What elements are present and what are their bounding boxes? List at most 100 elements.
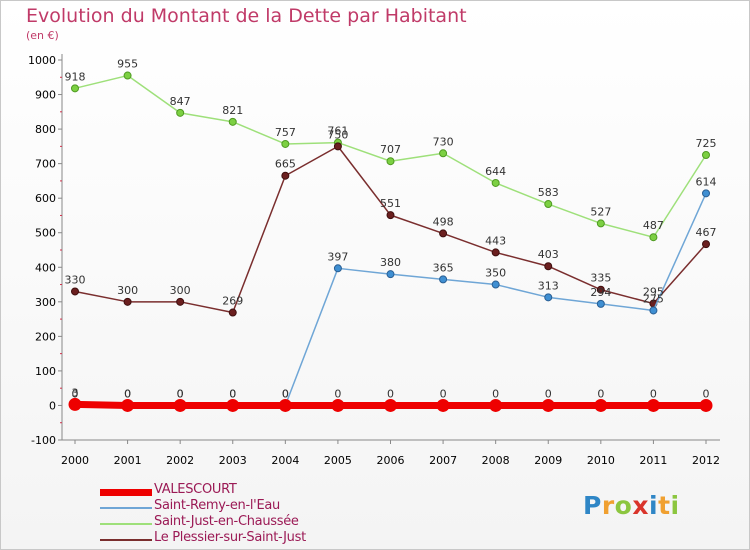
data-point	[68, 397, 82, 411]
data-label: 0	[124, 387, 131, 400]
logo-letter: o	[614, 491, 633, 520]
data-label: 918	[65, 70, 86, 83]
data-label: 269	[222, 295, 243, 308]
data-label: 527	[590, 205, 611, 218]
legend-label: VALESCOURT	[154, 482, 237, 497]
data-label: 0	[177, 387, 184, 400]
x-tick-label: 2007	[429, 454, 457, 467]
x-tick-label: 2012	[692, 454, 720, 467]
data-label: 821	[222, 104, 243, 117]
data-label: 583	[538, 186, 559, 199]
data-label: 0	[72, 387, 79, 400]
data-point	[596, 285, 605, 294]
y-tick-label: 300	[35, 296, 56, 309]
data-point	[123, 297, 132, 306]
data-label: 403	[538, 248, 559, 261]
data-label: 295	[643, 286, 664, 299]
data-label: 300	[170, 284, 191, 297]
data-label: 0	[229, 387, 236, 400]
data-point	[649, 233, 658, 242]
data-label: 275	[643, 292, 664, 305]
data-label: 730	[433, 135, 454, 148]
logo-letter: P	[583, 491, 602, 520]
data-label: 0	[492, 387, 499, 400]
y-tick-label: 700	[35, 158, 56, 171]
data-point	[702, 189, 710, 198]
y-tick-label: 1000	[28, 54, 56, 67]
data-point	[386, 211, 395, 220]
data-point	[541, 398, 555, 412]
y-tick-label: 400	[35, 261, 56, 274]
data-point	[281, 139, 290, 148]
x-tick-label: 2006	[377, 454, 405, 467]
data-label: 313	[538, 279, 559, 292]
data-point	[646, 398, 660, 412]
data-label: 3	[72, 386, 79, 399]
x-tick-label: 2000	[61, 454, 89, 467]
data-point	[489, 398, 503, 412]
data-label: 665	[275, 158, 296, 171]
data-point	[281, 171, 290, 180]
legend-label: Le Plessier-sur-Saint-Just	[154, 530, 306, 545]
legend-label: Saint-Remy-en-l'Eau	[154, 498, 280, 513]
legend-swatch	[100, 507, 152, 509]
data-point	[333, 142, 342, 151]
data-label: 0	[703, 387, 710, 400]
data-point	[176, 297, 185, 306]
logo-letter: i	[670, 491, 680, 520]
data-label: 0	[229, 387, 236, 400]
data-label: 365	[433, 261, 454, 274]
data-point	[331, 398, 345, 412]
data-point	[384, 398, 397, 412]
x-tick-label: 2004	[271, 454, 299, 467]
x-tick-label: 2003	[219, 454, 247, 467]
chart-title: Evolution du Montant de la Dette par Hab…	[26, 5, 467, 27]
data-point	[649, 306, 658, 315]
data-label: 443	[485, 234, 506, 247]
data-point	[491, 248, 500, 257]
data-point	[702, 240, 710, 249]
y-tick-label: 500	[35, 227, 56, 240]
data-point	[176, 108, 185, 117]
data-point	[228, 308, 237, 317]
x-tick-label: 2008	[482, 454, 510, 467]
y-tick-label: 0	[49, 399, 56, 412]
data-label: 750	[327, 128, 348, 141]
data-label: 498	[433, 215, 454, 228]
data-label: 335	[590, 272, 611, 285]
data-label: 0	[387, 387, 394, 400]
data-point	[439, 149, 448, 158]
data-point	[386, 157, 395, 166]
data-point	[226, 398, 240, 412]
data-label: 761	[327, 125, 348, 138]
logo-letter: i	[649, 491, 659, 520]
legend-swatch	[100, 489, 152, 496]
y-tick-label: 800	[35, 123, 56, 136]
x-tick-label: 2001	[114, 454, 142, 467]
x-tick-label: 2009	[534, 454, 562, 467]
data-label: 0	[334, 387, 341, 400]
data-label: 0	[545, 387, 552, 400]
data-label: 0	[440, 387, 447, 400]
data-point	[228, 117, 237, 126]
data-point	[333, 264, 342, 273]
data-label: 397	[327, 250, 348, 263]
data-point	[491, 178, 500, 187]
data-point	[544, 293, 553, 302]
data-label: 0	[650, 387, 657, 400]
data-label: 294	[590, 286, 611, 299]
data-point	[596, 219, 605, 228]
data-point	[278, 398, 292, 412]
data-label: 487	[643, 219, 664, 232]
data-label: 0	[124, 387, 131, 400]
data-point	[439, 275, 448, 284]
logo-letter: x	[632, 491, 649, 520]
data-point	[594, 398, 608, 412]
data-point	[173, 398, 187, 412]
data-point	[596, 299, 605, 308]
legend-swatch	[100, 539, 152, 541]
x-tick-label: 2011	[639, 454, 667, 467]
data-label: 330	[65, 273, 86, 286]
